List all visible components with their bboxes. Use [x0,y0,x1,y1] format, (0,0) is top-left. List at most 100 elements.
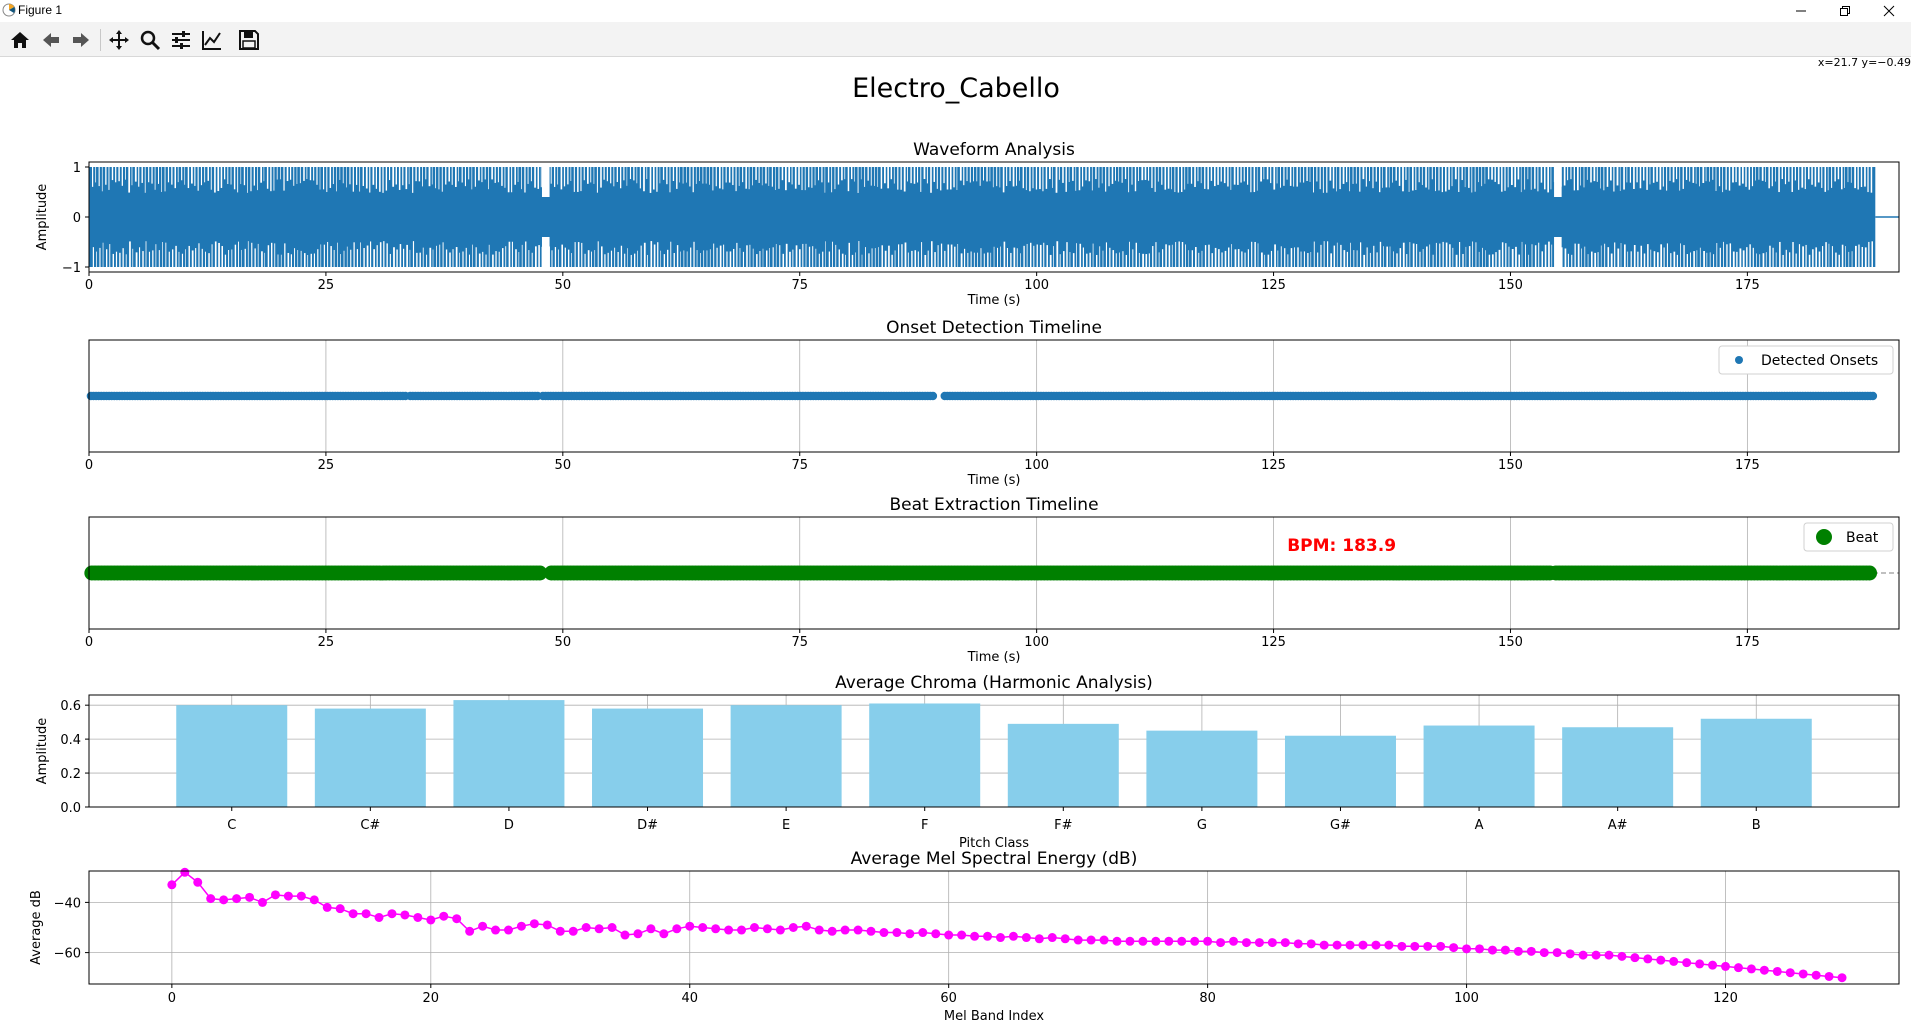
mel-point [1177,936,1187,946]
waveform-notch-top [1101,167,1103,184]
waveform-notch-bottom [221,246,223,267]
waveform-notch-top [148,167,150,183]
save-button[interactable] [236,27,262,53]
close-button[interactable] [1867,0,1911,22]
waveform-notch-top [405,167,408,190]
waveform-notch-bottom [261,251,263,267]
waveform-notch-bottom [1495,252,1497,267]
mel-point [1837,973,1847,983]
waveform-notch-bottom [1501,242,1504,267]
x-tick-label: 80 [1199,991,1216,1006]
waveform-notch-top [1870,167,1873,193]
axes-title: Waveform Analysis [913,140,1075,160]
waveform-notch-bottom [1393,251,1394,267]
waveform-notch-bottom [294,248,296,267]
waveform-notch-top [1540,167,1543,183]
mel-point [1319,940,1329,950]
waveform-notch-bottom [310,253,312,267]
waveform-notch-bottom [1366,247,1368,267]
waveform-notch-top [514,167,516,185]
chroma-axes: 0.0 0.2 0.4 0.6 C C# D D# E F F# G G# A A# B Average Chr… [35,673,1900,851]
back-button[interactable] [38,27,64,53]
waveform-notch-bottom [366,245,369,267]
configure-subplots-button[interactable] [168,27,194,53]
waveform-notch-bottom [99,247,101,267]
waveform-notch-bottom [1650,249,1652,267]
waveform-notch-top [600,167,602,188]
waveform-notch-bottom [393,247,395,267]
waveform-notch-bottom [799,249,801,267]
waveform-notch-bottom [528,250,530,267]
waveform-notch-bottom [577,242,580,267]
waveform-notch-bottom [201,248,203,267]
waveform-notch-top [1748,167,1751,190]
pan-button[interactable] [106,27,132,53]
mel-point [970,931,980,941]
waveform-notch-top [580,167,582,192]
waveform-notch-top [1388,167,1390,188]
waveform-notch-top [316,167,318,185]
waveform-notch-bottom [931,241,933,267]
waveform-notch-top [1227,167,1229,187]
figure-canvas[interactable]: Electro_Cabello 0 25 50 75 100 125 150 175 −1 0 1 W… [0,57,1911,1030]
forward-button[interactable] [68,27,94,53]
mel-point [827,926,837,936]
waveform-notch-top [771,167,773,187]
zoom-button[interactable] [137,27,163,53]
waveform-notch-top [507,167,510,193]
waveform-notch-top [521,167,522,190]
waveform-notch-top [372,167,375,185]
waveform-notch-top [1755,167,1756,181]
mel-point [1526,946,1536,956]
x-tick-label: C# [360,818,380,833]
waveform-notch-top [1095,167,1097,180]
waveform-notch-top [1171,167,1172,190]
waveform-notch-top [537,167,540,189]
mel-point [1733,963,1743,973]
waveform-notch-bottom [1201,250,1203,267]
waveform-notch-top [1751,167,1754,187]
waveform-notch-top [214,167,216,193]
mel-point [219,895,229,905]
waveform-notch-bottom [1723,241,1724,267]
waveform-notch-top [1177,167,1180,193]
restore-button[interactable] [1823,0,1867,22]
waveform-notch-top [1039,167,1041,190]
waveform-notch-top [418,167,421,182]
waveform-notch-bottom [1732,251,1735,267]
waveform-notch-top [606,167,608,182]
home-button[interactable] [7,27,33,53]
waveform-notch-bottom [581,242,583,267]
minimize-button[interactable] [1779,0,1823,22]
waveform-notch-bottom [1155,242,1157,267]
waveform-notch-bottom [1574,243,1576,267]
waveform-notch-top [1814,167,1817,187]
waveform-notch-bottom [195,248,197,267]
waveform-notch-top [1157,167,1159,182]
waveform-notch-bottom [554,247,557,267]
waveform-notch-top [441,167,443,192]
x-tick-label: 150 [1498,278,1523,293]
waveform-notch-bottom [1039,244,1042,267]
waveform-notch-bottom [1525,244,1526,267]
waveform-notch-top [570,167,572,181]
chroma-bar [730,705,842,807]
waveform-notch-top [1613,167,1615,192]
mel-point [1293,939,1303,949]
waveform-notch-top [428,167,431,187]
waveform-notch-top [1606,167,1609,187]
waveform-notch-bottom [1845,246,1846,267]
waveform-notch-top [128,167,131,193]
edit-axes-button[interactable] [199,27,225,53]
mel-point [1487,945,1497,955]
waveform-notch-bottom [208,253,210,267]
mel-point [413,912,423,922]
figure-suptitle: Electro_Cabello [852,73,1060,104]
x-tick-label: 125 [1261,635,1286,650]
waveform-notch-bottom [521,244,523,267]
waveform-notch-top [266,167,269,189]
waveform-notch-top [1484,167,1486,184]
waveform-notch-top [280,167,281,180]
mel-point [1436,941,1446,951]
minimize-icon [1796,10,1806,12]
